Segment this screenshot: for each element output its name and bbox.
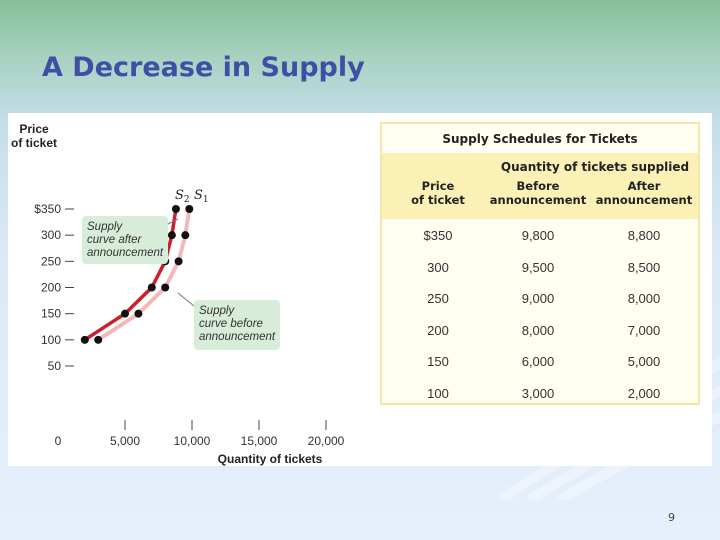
annotation-before-leader [177,292,195,307]
data-point-s2 [147,283,156,292]
y-tick-label: 250 [41,254,61,268]
table-cell: 9,800 [521,228,555,243]
x-tick-label: 15,000 [241,434,278,448]
x-tick-label: 0 [55,434,62,448]
curve-s1 [97,208,192,342]
table-cell: 6,000 [521,354,555,369]
data-point-s2 [171,205,180,213]
y-axis-label: of ticket [11,136,57,150]
annotation-after-leader [167,218,179,225]
curve-label-s1: S1 [194,188,209,205]
table-cell: 8,000 [627,291,661,306]
table-cell: 8,500 [627,259,661,275]
annotation-before-box [194,300,280,350]
table-cell: 300 [427,259,449,275]
data-point-s2 [80,335,89,344]
data-point-s1 [94,335,103,344]
column-header-after: After announcement [595,179,693,207]
table-cell: 7,000 [627,322,661,338]
y-tick-label: 50 [48,359,62,373]
y-tick-label: 150 [41,307,61,321]
table-cell: $350 [423,228,453,243]
column-header-before: Before announcement [489,179,587,207]
table-cell: 8,800 [627,228,661,243]
page-number: 9 [668,511,675,524]
figure-panel: Price of ticket $350 300 250 200 150 100 50 0 5,00… [8,113,712,466]
curve-label-s2: S2 [175,188,190,205]
table-cell: 8,000 [521,322,555,338]
y-axis-label: Price [19,122,49,136]
annotation-after-text: announcement [87,247,164,259]
data-point-s2 [121,309,129,318]
table-cell: 9,000 [521,291,555,306]
curve-s2 [83,208,178,342]
table-title: Supply Schedules for Tickets [442,132,638,146]
annotation-before-text: curve before [199,318,263,330]
slide-title: A Decrease in Supply [42,52,365,83]
data-point-s1 [181,231,190,240]
data-point-s1 [174,257,183,266]
x-tick-label: 10,000 [174,434,211,448]
table-cell: 3,000 [521,385,555,401]
table-group-header: Quantity of tickets supplied [500,160,690,174]
x-tick-label: 5,000 [110,434,140,448]
annotation-before-text: Supply [199,305,235,317]
data-point-s1 [134,309,143,318]
y-tick-label: 300 [41,228,61,242]
data-point-s2 [167,231,176,240]
table-cell: 150 [427,354,449,369]
supply-schedule-table: Supply Schedules for Tickets Quantity of… [380,122,700,405]
y-tick-label: 200 [41,281,61,295]
table-cell: 2,000 [627,385,661,401]
data-point-s1 [161,283,170,292]
y-tick-label: 100 [41,333,61,347]
table-cell: 200 [427,322,449,338]
column-header-price: Price of ticket [411,179,465,207]
table-cell: 250 [427,291,449,306]
x-tick-label: 20,000 [308,434,345,448]
annotation-before-text: announcement [199,331,276,343]
annotation-after-text: curve after [87,234,142,246]
annotation-after-text: Supply [87,221,123,233]
table-header: Quantity of tickets supplied Price of tic… [382,153,698,219]
table-cell: 100 [427,385,449,401]
table-cell: 9,500 [521,259,555,275]
y-tick-label: $350 [34,202,61,216]
data-point-s1 [185,205,194,213]
annotation-after-box [82,216,168,264]
table-cell: 5,000 [627,354,661,369]
x-axis-label: Quantity of tickets [218,452,323,466]
